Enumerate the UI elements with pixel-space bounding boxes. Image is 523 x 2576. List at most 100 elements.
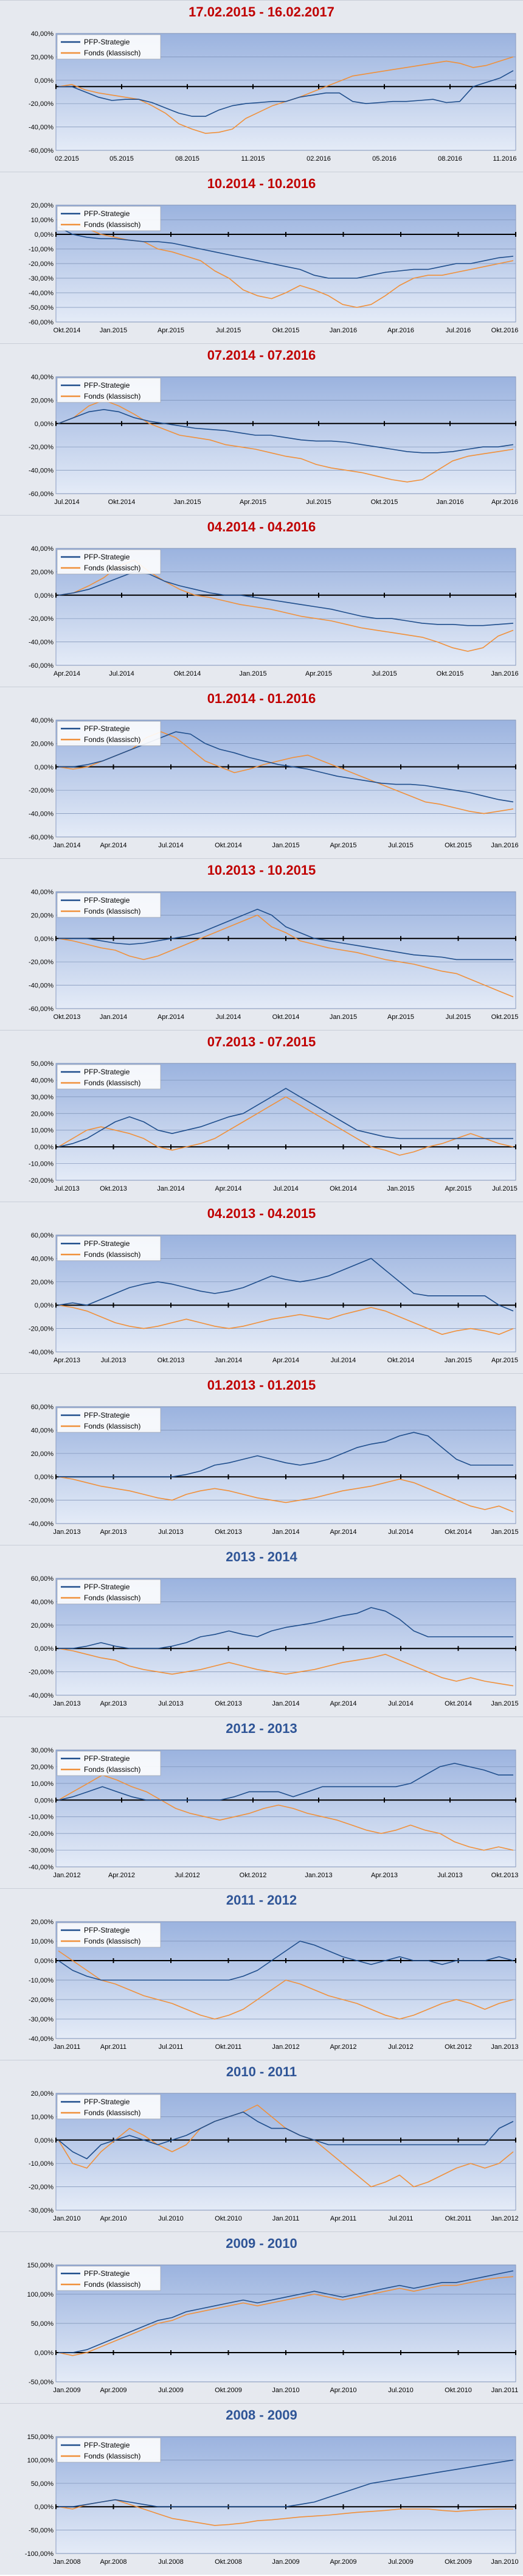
legend-label: PFP-Strategie [84,553,130,561]
chart-svg: 50,00% 40,00% 30,00% 20,00% 10,00% 0,00% -10,0… [29,1060,518,1192]
y-tick-label: 60,00% [31,1232,54,1239]
x-tick-label: Apr.2014 [330,1528,356,1536]
y-tick-label: 20,00% [31,1919,54,1926]
y-tick-label: 10,00% [31,2113,54,2121]
y-tick-label: -60,00% [29,662,54,670]
y-tick-label: -30,00% [29,1847,54,1855]
series-line-fund [58,1648,514,1687]
x-tick-label: Jan.2008 [53,2558,80,2566]
x-tick-label: Okt.2010 [445,2387,472,2394]
series-line-fund [58,731,514,814]
x-tick-label: Jul.2010 [158,2215,184,2222]
x-tick-label: Apr.2015 [305,670,332,677]
legend-label: Fonds (klassisch) [84,1937,140,1945]
y-tick-label: -60,00% [29,834,54,841]
x-tick-label: Jul.2009 [388,2558,414,2566]
x-tick-label: Okt.2014 [330,1185,357,1192]
y-tick-label: -40,00% [29,2035,54,2043]
x-tick-label: Jan.2009 [272,2558,299,2566]
chart-svg: 40,00%20,00%0,00%-20,00%-40,00%-60,00%Ap… [29,545,519,677]
chart-panel: 2011 - 2012 20,00% 10,00% 0,00% -10,00% -20,0… [0,1888,523,2060]
x-tick-label: Jan.2010 [53,2215,80,2222]
y-tick-label: 0,00% [35,231,54,239]
x-tick-label: Okt.2011 [215,2043,242,2051]
x-tick-label: Okt.2013 [215,1700,242,1707]
x-tick-label: 08.2015 [175,155,199,163]
series-line-fund [58,2499,513,2526]
y-tick-label: 40,00% [31,30,54,38]
x-tick-label: 11.2016 [493,155,517,163]
chart-panel: 2008 - 2009 150,00% 100,00% 50,00% 0,00% -50,… [0,2403,523,2575]
x-tick-label: Okt.2014 [215,842,242,849]
legend-label: Fonds (klassisch) [84,1765,140,1774]
x-tick-label: Apr.2015 [387,1013,414,1021]
series-line-strategy [58,1763,513,1801]
y-tick-label: 0,00% [35,1474,54,1481]
x-tick-label: Okt.2013 [215,1528,242,1536]
x-tick-label: Okt.2009 [215,2387,242,2394]
chart-svg: 60,00%40,00%20,00%0,00%-20,00%-40,00%Jan… [29,1575,519,1707]
chart-svg: 20,00%10,00%0,00%-10,00%-20,00%-30,00%Ja… [29,2090,519,2222]
y-tick-label: 0,00% [35,1302,54,1309]
y-tick-label: 60,00% [31,1404,54,1411]
chart-panel: 10.2014 - 10.2016 20,00% 10,00% 0,00% -10,00… [0,172,523,343]
x-tick-label: Okt.2011 [445,2215,472,2222]
chart-title: 01.2013 - 01.2015 [207,1377,316,1393]
x-tick-label: Apr.2014 [158,1013,184,1021]
y-tick-label: -60,00% [29,319,54,326]
y-tick-label: -20,00% [29,959,54,966]
x-tick-label: Apr.2009 [330,2558,356,2566]
y-tick-label: -20,00% [29,1997,54,2004]
x-tick-label: Apr.2014 [272,1357,299,1364]
legend: PFP-Strategie Fonds (klassisch) [57,1407,161,1433]
x-tick-label: Jan.2015 [100,327,127,334]
chart-panel: 10.2013 - 10.2015 40,00% 20,00% 0,00% -20,00… [0,858,523,1030]
y-tick-label: 0,00% [35,1144,54,1151]
x-tick-label: Jan.2012 [491,2215,518,2222]
legend-label: PFP-Strategie [84,1068,130,1076]
chart-title: 2009 - 2010 [226,2236,297,2251]
x-tick-label: Jan.2011 [491,2387,518,2394]
y-tick-label: -20,00% [29,100,54,108]
chart-panel: 04.2014 - 04.2016 40,00% 20,00% 0,00% -20,00… [0,515,523,687]
x-tick-label: Apr.2015 [240,499,266,506]
x-tick-label: Jul.2011 [389,2215,414,2222]
y-tick-label: -20,00% [29,1669,54,1676]
y-tick-label: 0,00% [35,592,54,600]
x-tick-label: Jan.2011 [272,2215,299,2222]
legend-label: Fonds (klassisch) [84,735,140,744]
y-tick-label: -10,00% [29,246,54,253]
x-tick-label: 08.2016 [438,155,462,163]
y-tick-label: 0,00% [35,1958,54,1965]
series-line-strategy [58,731,514,803]
chart-svg: 40,00%20,00%0,00%-20,00%-40,00%-60,00%Ja… [29,717,519,849]
y-tick-label: 30,00% [31,1747,54,1754]
legend-label: Fonds (klassisch) [84,2452,140,2460]
y-tick-label: -10,00% [29,1814,54,1821]
y-tick-label: 150,00% [27,2262,54,2269]
x-tick-label: Jan.2013 [491,2043,518,2051]
x-tick-label: Jul.2014 [216,1013,241,1021]
legend-label: PFP-Strategie [84,724,130,733]
legend-label: PFP-Strategie [84,209,130,218]
legend: PFP-Strategie Fonds (klassisch) [57,206,161,231]
y-tick-label: -40,00% [29,639,54,646]
series-line-strategy [58,1432,513,1477]
x-tick-label: Apr.2016 [491,499,518,506]
y-tick-label: -50,00% [29,304,54,312]
series-line-strategy [58,2459,514,2507]
x-tick-label: Jan.2013 [53,1700,80,1707]
chart-panel: 01.2014 - 01.2016 40,00% 20,00% 0,00% -20,00… [0,687,523,858]
x-tick-label: Apr.2014 [215,1185,241,1192]
x-tick-label: Jul.2013 [54,1185,80,1192]
x-tick-label: Apr.2014 [100,842,126,849]
x-tick-label: Jan.2011 [54,2043,80,2051]
legend-label: Fonds (klassisch) [84,1079,140,1087]
x-tick-label: Jan.2014 [272,1700,299,1707]
y-tick-label: -40,00% [29,290,54,297]
x-tick-label: 05.2016 [372,155,397,163]
x-tick-label: Apr.2013 [54,1357,80,1364]
legend-label: Fonds (klassisch) [84,1594,140,1602]
x-tick-label: Jan.2014 [157,1185,184,1192]
x-tick-label: Jul.2013 [158,1700,184,1707]
